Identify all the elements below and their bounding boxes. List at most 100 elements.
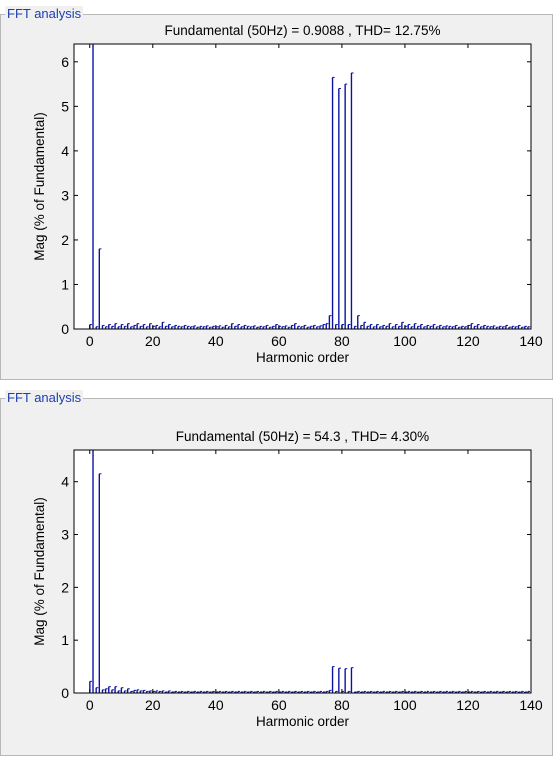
bar-h135 [514,691,517,693]
x-tick-label: 40 [208,697,224,713]
bar-h93 [382,325,384,329]
bar-h16 [139,326,141,329]
bar-h109 [432,691,435,693]
bar-h52 [253,691,255,693]
bar-h124 [479,326,482,329]
bar-h71 [312,325,315,329]
bar-h63 [287,327,290,329]
bar-h25 [167,690,170,693]
bar-h32 [190,691,192,693]
bar-h107 [426,691,428,693]
bar-h110 [435,326,438,329]
y-tick-label: 6 [61,54,69,70]
bar-h57 [268,691,271,693]
bar-h99 [401,322,403,329]
bar-h34 [196,327,198,329]
bar-h67 [300,691,302,693]
bar-h61 [281,691,283,693]
bar-h91 [375,691,378,693]
bar-h41 [218,691,220,693]
x-tick-label: 140 [519,333,543,349]
bar-h55 [262,326,264,329]
bar-h5 [104,688,107,693]
bar-h137 [520,691,523,693]
x-axis-label: Harmonic order [256,714,350,729]
bar-h26 [171,326,173,329]
bar-h132 [505,691,507,693]
x-tick-label: 80 [334,697,350,713]
bar-h104 [416,691,419,693]
bar-h109 [432,324,435,329]
bar-h96 [391,326,394,329]
x-tick-label: 100 [393,697,417,713]
bar-h127 [489,326,491,329]
y-axis-label: Mag (% of Fundamental) [32,112,47,261]
bar-h83 [350,667,353,693]
bar-h99 [401,691,403,693]
bar-h54 [259,326,261,329]
bar-h133 [508,691,510,693]
bar-h7 [111,326,113,329]
bar-h111 [439,691,441,693]
x-tick-label: 80 [334,333,350,349]
bar-h125 [483,325,485,329]
bar-h83 [350,72,353,329]
bar-h4 [101,689,104,693]
bar-h65 [294,323,296,329]
bar-h89 [369,691,372,693]
bar-h87 [363,322,365,329]
bar-h112 [442,691,444,693]
bar-h82 [347,691,349,693]
bar-h3 [98,248,101,329]
bar-h52 [253,325,255,329]
bar-h27 [174,325,176,329]
bar-h45 [230,323,233,329]
bar-h5 [104,326,107,329]
bar-h94 [385,326,387,329]
bar-h33 [193,691,195,693]
bar-h37 [205,325,208,329]
bar-h64 [290,325,293,329]
x-tick-label: 0 [86,333,94,349]
bar-h19 [149,323,151,329]
bar-h50 [246,691,249,693]
bar-h2 [95,687,97,693]
bar-h29 [180,691,182,693]
bar-h98 [398,691,400,693]
bar-h102 [410,326,413,329]
bar-h24 [164,691,167,693]
bar-h56 [265,325,268,329]
bar-h62 [284,691,286,693]
bar-h88 [366,326,368,329]
bar-h45 [230,691,233,693]
bar-h50 [246,326,249,329]
bar-h132 [505,325,507,329]
bar-h41 [218,325,220,329]
bar-h98 [398,326,400,329]
bar-h24 [164,326,167,329]
bar-h107 [426,325,428,329]
panel-1-legend: FFT analysis [5,6,84,22]
bar-h58 [271,326,274,329]
bar-h36 [202,326,205,329]
bar-h138 [524,691,526,693]
bar-h122 [473,691,476,693]
bar-h69 [306,327,309,329]
y-tick-label: 1 [61,632,69,648]
bar-h48 [240,326,242,329]
bar-h10 [120,324,123,329]
bar-h81 [344,84,346,329]
bar-h19 [149,690,151,693]
bar-h17 [142,690,145,693]
bar-h91 [375,324,378,329]
bar-h135 [514,326,517,329]
bar-h31 [186,691,189,693]
bar-h119 [464,326,466,329]
bar-h75 [325,691,327,693]
bar-h137 [520,327,523,329]
bars-1 [89,44,531,329]
bar-h123 [476,691,479,693]
bar-h13 [130,691,132,693]
bar-h35 [199,691,201,693]
bar-h56 [265,691,268,693]
